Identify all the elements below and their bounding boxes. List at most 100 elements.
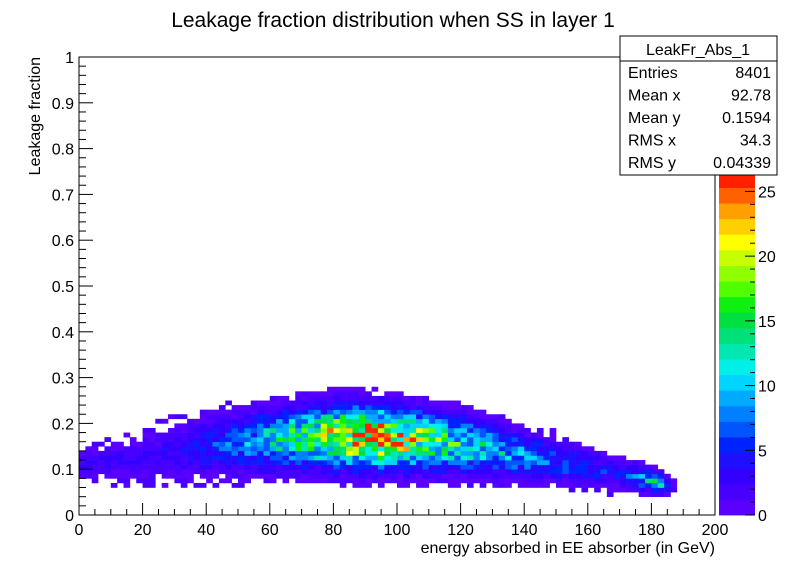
heatmap-bin: [454, 446, 461, 452]
heatmap-bin: [212, 432, 220, 438]
heatmap-bin: [225, 427, 232, 433]
heatmap-bin: [218, 460, 226, 465]
color-scale-segment: [719, 281, 755, 298]
heatmap-bin: [422, 464, 430, 470]
heatmap-bin: [301, 427, 309, 433]
heatmap-bin: [301, 418, 309, 424]
heatmap-bin: [358, 395, 366, 401]
heatmap-bin: [447, 460, 455, 465]
heatmap-bin: [187, 437, 194, 443]
stats-box-rows: Entries 8401 Mean x 92.78 Mean y 0.1594 RMS x 3…: [628, 65, 771, 172]
heatmap-bin: [435, 460, 442, 465]
heatmap-bin: [473, 464, 480, 470]
heatmap-bin: [263, 464, 271, 470]
heatmap-bin: [524, 464, 531, 470]
heatmap-bin: [218, 432, 226, 438]
heatmap-bin: [212, 469, 220, 475]
heatmap-bin: [562, 441, 570, 447]
heatmap-bin: [416, 437, 423, 443]
stats-box-frame: [619, 35, 778, 176]
heatmap-bin: [339, 391, 347, 397]
heatmap-bin: [505, 482, 512, 488]
heatmap-bin: [282, 437, 290, 443]
heatmap-bin: [403, 441, 411, 447]
heatmap-bin: [161, 437, 169, 443]
heatmap-bin: [416, 418, 423, 424]
heatmap-bin: [225, 450, 232, 456]
heatmap-bin: [511, 455, 519, 461]
heatmap-bin: [161, 450, 169, 456]
heatmap-bin: [180, 450, 188, 456]
heatmap-bin: [435, 418, 442, 424]
heatmap-bin: [416, 423, 423, 429]
heatmap-bin: [276, 414, 283, 420]
heatmap-bin: [257, 450, 264, 456]
heatmap-bin: [148, 473, 156, 479]
heatmap-bin: [479, 409, 487, 415]
heatmap-bin: [269, 414, 277, 420]
heatmap-bin: [218, 469, 226, 475]
heatmap-bin: [581, 455, 589, 461]
color-scale-label: 10: [758, 379, 776, 396]
heatmap-bin: [498, 460, 506, 465]
heatmap-bin: [155, 450, 162, 456]
heatmap-bin: [307, 469, 315, 475]
heatmap-bin: [346, 391, 353, 397]
heatmap-bin: [136, 455, 143, 461]
heatmap-bin: [333, 455, 341, 461]
heatmap-bin: [600, 473, 608, 479]
heatmap-bin: [307, 391, 315, 397]
heatmap-bin: [536, 482, 544, 488]
heatmap-bin: [371, 400, 379, 406]
heatmap-bin: [91, 464, 99, 470]
heatmap-bin: [148, 432, 156, 438]
heatmap-bin: [454, 455, 461, 461]
heatmap-bin: [390, 473, 398, 479]
heatmap-bin: [352, 441, 360, 447]
heatmap-bin: [530, 482, 538, 488]
heatmap-bin: [339, 473, 347, 479]
heatmap-bin: [244, 473, 252, 479]
heatmap-bin: [441, 473, 449, 479]
heatmap-bin: [358, 405, 366, 410]
heatmap-bin: [581, 487, 589, 493]
heatmap-bin: [645, 482, 652, 488]
heatmap-bin: [168, 473, 175, 479]
heatmap-bin: [218, 427, 226, 433]
heatmap-bin: [104, 473, 112, 479]
heatmap-bin: [543, 473, 550, 479]
heatmap-bin: [142, 473, 150, 479]
y-tick-label: 0.1: [52, 462, 74, 479]
heatmap-bin: [613, 487, 620, 493]
heatmap-bin: [314, 478, 321, 484]
heatmap-bin: [517, 432, 525, 438]
heatmap-bin: [327, 437, 334, 443]
heatmap-bin: [168, 427, 175, 433]
heatmap-bin: [263, 409, 271, 415]
heatmap-bin: [225, 455, 232, 461]
heatmap-bin: [168, 469, 175, 475]
heatmap-bin: [638, 464, 646, 470]
heatmap-bin: [460, 423, 468, 429]
heatmap-bin: [180, 478, 188, 484]
heatmap-bin: [657, 487, 665, 493]
heatmap-bin: [403, 464, 411, 470]
heatmap-bin: [466, 455, 474, 461]
heatmap-bin: [123, 446, 131, 452]
heatmap-bin: [397, 473, 404, 479]
heatmap-bin: [333, 418, 341, 424]
heatmap-bin: [327, 386, 334, 392]
heatmap-bin: [549, 446, 557, 452]
heatmap-bin: [486, 455, 493, 461]
heatmap-bin: [257, 460, 264, 465]
heatmap-bin: [613, 478, 620, 484]
heatmap-bin: [454, 478, 461, 484]
heatmap-bin: [180, 482, 188, 488]
heatmap-bin: [129, 464, 137, 470]
heatmap-bin: [257, 432, 264, 438]
heatmap-bin: [218, 446, 226, 452]
heatmap-bin: [403, 427, 411, 433]
heatmap-bin: [625, 464, 633, 470]
y-tick-label: 0.8: [52, 142, 74, 159]
heatmap-bin: [244, 423, 252, 429]
